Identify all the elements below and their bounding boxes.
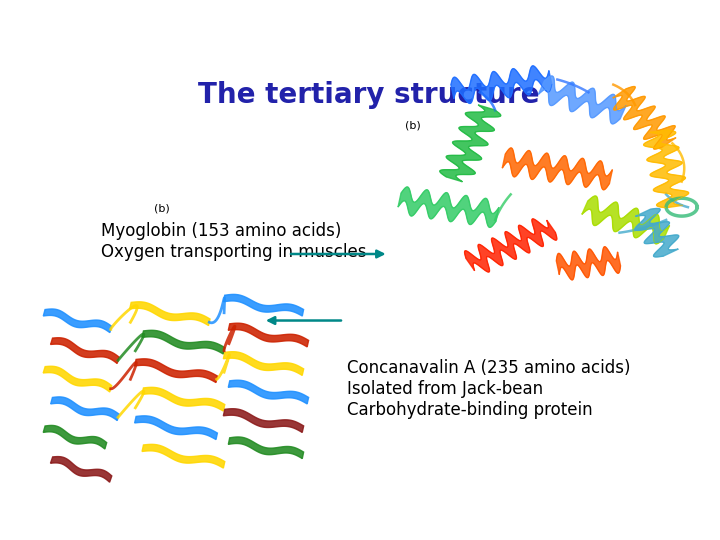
Polygon shape xyxy=(228,380,309,404)
Polygon shape xyxy=(644,130,688,208)
Polygon shape xyxy=(142,444,225,468)
Polygon shape xyxy=(635,208,679,257)
Polygon shape xyxy=(557,247,621,280)
Polygon shape xyxy=(50,397,119,421)
Polygon shape xyxy=(582,196,670,244)
Polygon shape xyxy=(43,309,112,333)
Polygon shape xyxy=(43,366,112,392)
Polygon shape xyxy=(539,76,626,124)
Text: Myoglobin (153 amino acids)
Oxygen transporting in muscles: Myoglobin (153 amino acids) Oxygen trans… xyxy=(101,222,366,261)
Text: (b): (b) xyxy=(154,203,170,213)
Polygon shape xyxy=(451,66,552,104)
Polygon shape xyxy=(223,294,304,316)
Polygon shape xyxy=(503,148,613,190)
Polygon shape xyxy=(440,105,501,182)
Polygon shape xyxy=(50,457,112,482)
Text: (b): (b) xyxy=(405,120,421,130)
Polygon shape xyxy=(398,187,499,227)
Text: Concanavalin A (235 amino acids)
Isolated from Jack-bean
Carbohydrate-binding pr: Concanavalin A (235 amino acids) Isolate… xyxy=(347,359,630,419)
Polygon shape xyxy=(135,416,217,440)
Polygon shape xyxy=(223,409,304,433)
Polygon shape xyxy=(142,330,225,354)
Polygon shape xyxy=(228,323,309,347)
Polygon shape xyxy=(50,338,119,363)
Polygon shape xyxy=(223,352,304,375)
Polygon shape xyxy=(142,387,225,411)
Text: The tertiary structure: The tertiary structure xyxy=(198,82,540,110)
Polygon shape xyxy=(130,302,210,326)
Polygon shape xyxy=(228,437,304,458)
Polygon shape xyxy=(135,359,217,382)
Polygon shape xyxy=(43,426,107,449)
Polygon shape xyxy=(464,219,557,272)
Polygon shape xyxy=(613,86,676,149)
